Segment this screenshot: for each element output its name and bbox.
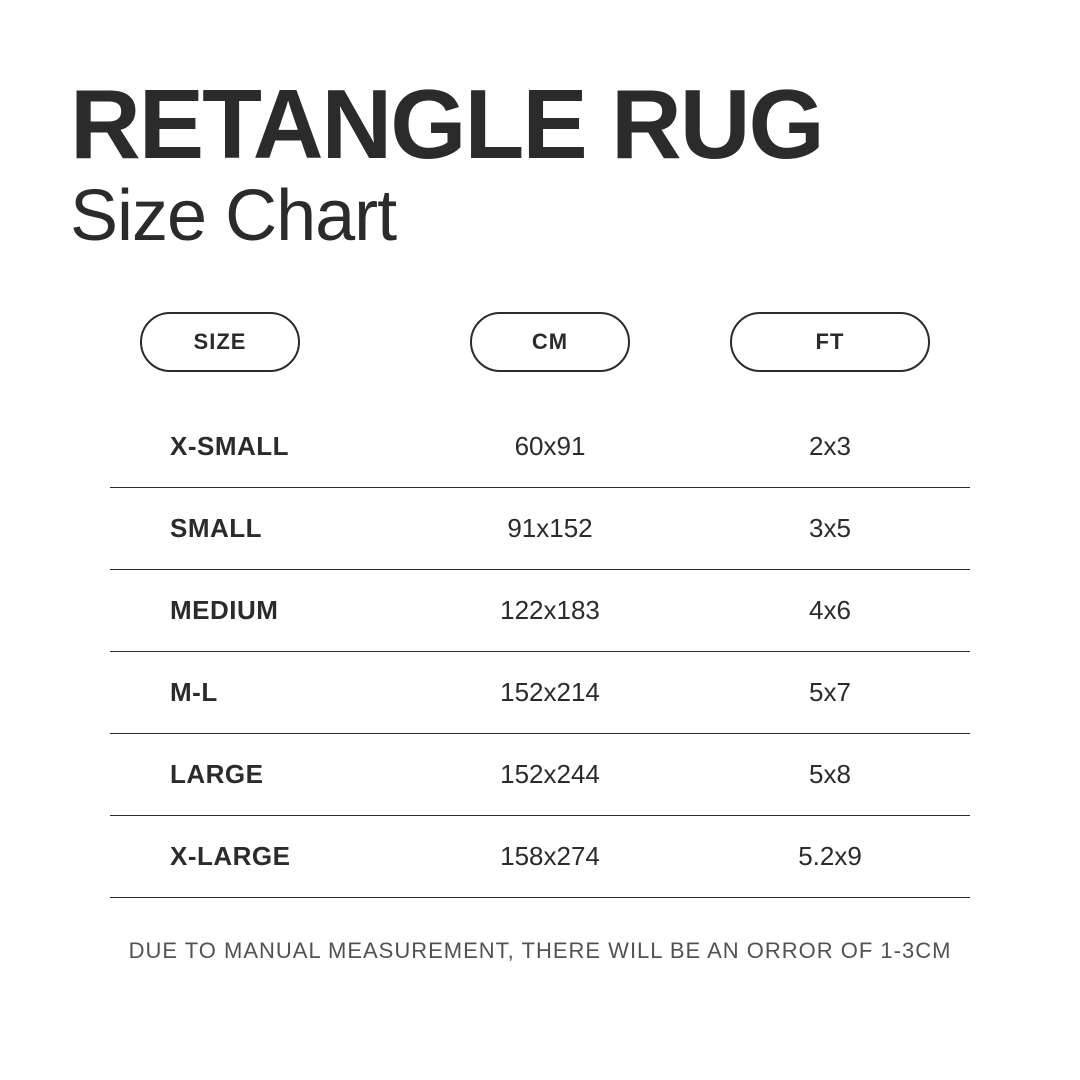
cell-cm: 152x244 bbox=[410, 759, 690, 790]
cell-size: MEDIUM bbox=[110, 595, 410, 626]
heading-subtitle: Size Chart bbox=[70, 175, 1010, 257]
size-chart-card: RETANGLE RUG Size Chart SIZE CM FT X-SMA… bbox=[0, 0, 1080, 964]
cell-ft: 5.2x9 bbox=[690, 841, 970, 872]
table-row: M-L 152x214 5x7 bbox=[110, 652, 970, 734]
table-row: X-LARGE 158x274 5.2x9 bbox=[110, 816, 970, 898]
cell-cm: 91x152 bbox=[410, 513, 690, 544]
cell-size: LARGE bbox=[110, 759, 410, 790]
cell-cm: 158x274 bbox=[410, 841, 690, 872]
cell-ft: 5x7 bbox=[690, 677, 970, 708]
cell-ft: 5x8 bbox=[690, 759, 970, 790]
column-header-size: SIZE bbox=[140, 312, 300, 372]
cell-ft: 2x3 bbox=[690, 431, 970, 462]
cell-cm: 60x91 bbox=[410, 431, 690, 462]
cell-size: X-SMALL bbox=[110, 431, 410, 462]
table-header-row: SIZE CM FT bbox=[110, 312, 970, 372]
table-row: MEDIUM 122x183 4x6 bbox=[110, 570, 970, 652]
table-row: X-SMALL 60x91 2x3 bbox=[110, 406, 970, 488]
column-header-ft: FT bbox=[730, 312, 930, 372]
column-header-cm: CM bbox=[470, 312, 630, 372]
measurement-footnote: DUE TO MANUAL MEASUREMENT, THERE WILL BE… bbox=[70, 938, 1010, 964]
heading-title: RETANGLE RUG bbox=[70, 75, 1010, 173]
cell-ft: 4x6 bbox=[690, 595, 970, 626]
cell-size: X-LARGE bbox=[110, 841, 410, 872]
size-table: SIZE CM FT X-SMALL 60x91 2x3 SMALL 91x15… bbox=[110, 312, 970, 898]
table-row: SMALL 91x152 3x5 bbox=[110, 488, 970, 570]
cell-cm: 152x214 bbox=[410, 677, 690, 708]
table-row: LARGE 152x244 5x8 bbox=[110, 734, 970, 816]
cell-size: SMALL bbox=[110, 513, 410, 544]
cell-size: M-L bbox=[110, 677, 410, 708]
cell-cm: 122x183 bbox=[410, 595, 690, 626]
cell-ft: 3x5 bbox=[690, 513, 970, 544]
